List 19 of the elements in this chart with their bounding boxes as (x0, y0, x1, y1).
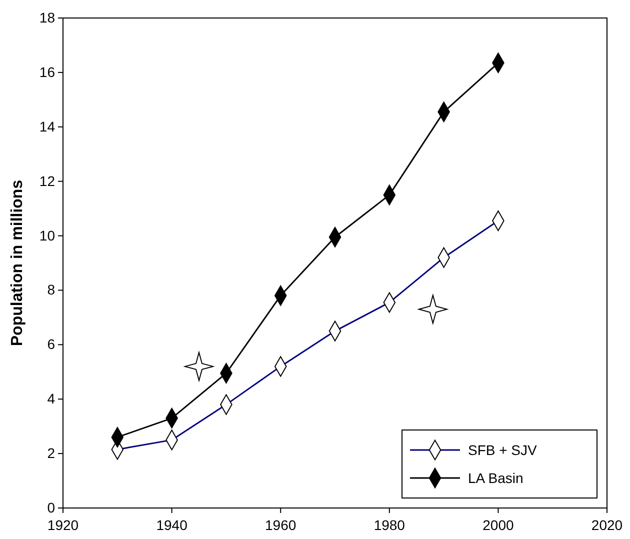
x-tick-label: 1980 (374, 517, 406, 533)
y-tick-label: 0 (47, 499, 56, 516)
legend-label: LA Basin (468, 470, 524, 486)
x-tick-label: 1920 (47, 517, 79, 533)
y-tick-label: 4 (47, 390, 56, 407)
legend-label: SFB + SJV (468, 442, 538, 458)
y-tick-label: 6 (47, 336, 56, 352)
y-tick-label: 8 (47, 282, 56, 298)
x-tick-label: 2020 (591, 517, 623, 533)
y-axis-title: Population in millions (9, 180, 26, 346)
y-tick-label: 16 (39, 64, 56, 80)
x-tick-label: 1960 (265, 517, 296, 533)
y-tick-label: 14 (39, 118, 56, 134)
x-tick-label: 1940 (156, 517, 188, 533)
y-tick-label: 10 (39, 227, 56, 244)
y-tick-label: 2 (47, 445, 56, 462)
x-tick-label: 2000 (482, 517, 514, 533)
y-tick-label: 18 (39, 9, 56, 26)
y-tick-label: 12 (39, 172, 56, 189)
